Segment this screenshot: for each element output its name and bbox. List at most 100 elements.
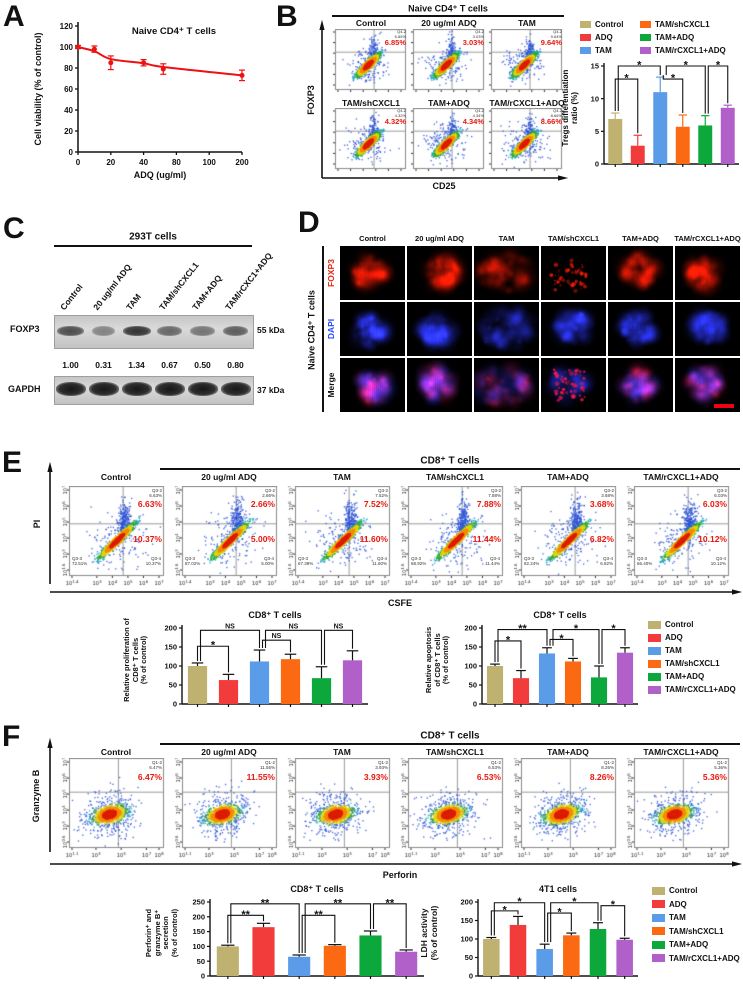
legend-label: Control bbox=[665, 620, 694, 629]
flow-f-plot-5: Q1-2 5.36% 5.36% bbox=[621, 758, 731, 860]
svg-text:0: 0 bbox=[201, 972, 205, 981]
flow-e-q33-0-line: 72.51% bbox=[72, 561, 88, 567]
legend-label: TAM/rCXCL1+ADQ bbox=[655, 46, 726, 55]
blot-band-gapdh-4 bbox=[187, 382, 218, 396]
svg-text:**: ** bbox=[386, 897, 395, 909]
if-row-label-dapi: DAPI bbox=[326, 318, 336, 340]
svg-text:200: 200 bbox=[164, 624, 177, 633]
flow-f-plot-3-canvas bbox=[395, 758, 505, 860]
if-cell-merge-0 bbox=[340, 358, 405, 412]
flow-b-quad-0: Q4-2 6.85% bbox=[395, 29, 406, 40]
legend-label: TAM+ADQ bbox=[665, 672, 705, 681]
flow-e-pct-bot-5: 10.12% bbox=[698, 534, 727, 544]
legend-swatch bbox=[648, 646, 661, 655]
flow-f-plot-4: Q1-2 8.26% 8.26% bbox=[508, 758, 618, 860]
if-cell-image bbox=[675, 358, 740, 412]
legend-label: ADQ bbox=[665, 633, 683, 642]
if-cell-foxp3-1 bbox=[407, 246, 472, 300]
svg-text:*: * bbox=[506, 634, 511, 646]
panel-b-title: Naive CD4⁺ T cells bbox=[408, 3, 488, 14]
flow-e-q33-2-line: 67.39% bbox=[298, 561, 314, 567]
e-proliferation-chart: 0 50 100 150 200 CD8⁺ T cells * NS NS NS NS bbox=[164, 610, 368, 709]
legend-item-tam: TAM bbox=[652, 913, 686, 922]
e-apopt-ylabel-line: (% of control) bbox=[441, 635, 451, 685]
e-prolif-ylabel: Relative proliferation of CD8⁺ T cells (% … bbox=[122, 618, 149, 702]
flow-e-pct-top-2: 7.52% bbox=[363, 499, 388, 509]
flow-e-q32-5-line: Q3-2 bbox=[716, 488, 727, 493]
flow-e-q34-1: Q3-4 5.00% bbox=[261, 556, 274, 567]
flow-e-q32-3: Q3-2 7.88% bbox=[488, 488, 501, 499]
legend-swatch bbox=[648, 620, 661, 629]
if-col-header-1: 20 ug/ml ADQ bbox=[415, 234, 464, 244]
legend-label: TAM/rCXCL1+ADQ bbox=[665, 685, 736, 694]
flow-e-q34-0-line: 10.37% bbox=[145, 561, 161, 567]
flow-b-plot-1: Q4-2 3.03% 3.03% bbox=[408, 29, 486, 97]
svg-text:120: 120 bbox=[60, 22, 74, 31]
flow-e-plot-5-canvas bbox=[621, 486, 731, 588]
flow-b-quad-5-line: Q4-2 bbox=[553, 108, 562, 113]
f-ldh-ylabel-line: (% of control) bbox=[429, 905, 439, 961]
legend-swatch bbox=[652, 940, 665, 949]
svg-text:**: ** bbox=[518, 623, 527, 635]
if-cell-foxp3-3 bbox=[541, 246, 606, 300]
flow-e-q33-0: Q3-3 72.51% bbox=[72, 556, 87, 567]
panel-e-ylabel: PI bbox=[32, 519, 42, 529]
if-cell-dapi-3 bbox=[541, 302, 606, 356]
flow-e-q32-5-line: 6.03% bbox=[714, 493, 727, 499]
flow-b-plot-5: Q4-2 8.66% 8.66% bbox=[486, 108, 564, 176]
flow-e-q33-3: Q3-3 68.92% bbox=[411, 556, 426, 567]
svg-text:200: 200 bbox=[235, 158, 249, 167]
legend-item-tam-rcxcl1-adq: TAM/rCXCL1+ADQ bbox=[648, 685, 736, 694]
svg-text:*: * bbox=[559, 633, 564, 645]
flow-b-plot-3: Q4-2 4.32% 4.32% bbox=[330, 108, 408, 176]
flow-e-q34-5: Q3-4 10.12% bbox=[711, 556, 726, 567]
svg-text:*: * bbox=[557, 907, 562, 919]
flow-f-q12-0-line: Q1-2 bbox=[151, 760, 162, 765]
legend-item-adq: ADQ bbox=[648, 633, 683, 642]
legend-label: TAM/shCXCL1 bbox=[669, 926, 724, 936]
flow-e-q32-1-line: 2.66% bbox=[262, 493, 275, 499]
blot-lane-label-2: TAM bbox=[124, 291, 143, 312]
flow-e-pct-top-3: 7.88% bbox=[476, 499, 501, 509]
if-cell-image bbox=[474, 358, 539, 412]
flow-e-q32-0-line: 6.63% bbox=[149, 493, 162, 499]
legend-swatch bbox=[648, 672, 661, 681]
flow-b-title-0: Control bbox=[355, 18, 387, 28]
svg-text:20: 20 bbox=[106, 158, 115, 167]
panel-f-xlabel: Perforin bbox=[382, 870, 418, 880]
a-viability-chart: 0 20 40 60 80 100 120 0 20 40 80 100 200 ADQ (ug/ml) C… bbox=[33, 22, 249, 180]
flow-f-plot-2: Q1-2 3.93% 3.93% bbox=[282, 758, 392, 860]
flow-b-title-3: TAM/shCXCL1 bbox=[342, 98, 400, 108]
svg-text:50: 50 bbox=[197, 957, 205, 966]
flow-f-title-4: TAM+ADQ bbox=[547, 747, 589, 757]
flow-f-q12-0-line: 6.47% bbox=[149, 765, 162, 771]
flow-f-plot-3: Q1-2 6.53% 6.53% bbox=[395, 758, 505, 860]
blot-protein-foxp3: FOXP3 bbox=[10, 324, 40, 334]
legend-item-tam-rcxcl1-adq: TAM/rCXCL1+ADQ bbox=[640, 46, 726, 55]
flow-b-title-2: TAM bbox=[518, 18, 536, 28]
flow-f-plot-1: Q1-2 11.55% 11.55% bbox=[169, 758, 279, 860]
flow-e-q33-3-line: Q3-3 bbox=[411, 556, 422, 561]
flow-b-pct-1: 3.03% bbox=[462, 38, 484, 47]
flow-b-plot-1-canvas bbox=[408, 29, 486, 97]
svg-text:150: 150 bbox=[464, 643, 477, 652]
blot-band-gapdh-2 bbox=[121, 382, 152, 396]
blot-quant-0: 1.00 bbox=[62, 360, 79, 370]
flow-b-quad-1-line: 3.03% bbox=[472, 33, 484, 39]
flow-e-q34-2-line: Q3-4 bbox=[376, 556, 387, 561]
flow-e-q34-5-line: Q3-4 bbox=[715, 556, 726, 561]
panel-d-side-label: Naive CD4⁺ T cells bbox=[306, 290, 317, 370]
flow-f-pct-5: 5.36% bbox=[702, 772, 727, 782]
panel-e-title-rule bbox=[160, 468, 740, 470]
svg-text:40: 40 bbox=[64, 106, 73, 115]
blot-band-foxp3-3 bbox=[157, 326, 182, 336]
flow-e-pct-bot-3: 11.44% bbox=[472, 534, 501, 544]
flow-e-q34-4: Q3-4 6.82% bbox=[600, 556, 613, 567]
legend-label: TAM bbox=[595, 46, 612, 55]
svg-text:0: 0 bbox=[69, 148, 74, 157]
if-row-label-merge: Merge bbox=[326, 372, 336, 398]
flow-e-q33-4-line: Q3-3 bbox=[524, 556, 535, 561]
flow-b-pct-4: 4.34% bbox=[462, 117, 484, 126]
legend-swatch bbox=[652, 954, 665, 962]
flow-e-pct-top-1: 2.66% bbox=[250, 499, 275, 509]
